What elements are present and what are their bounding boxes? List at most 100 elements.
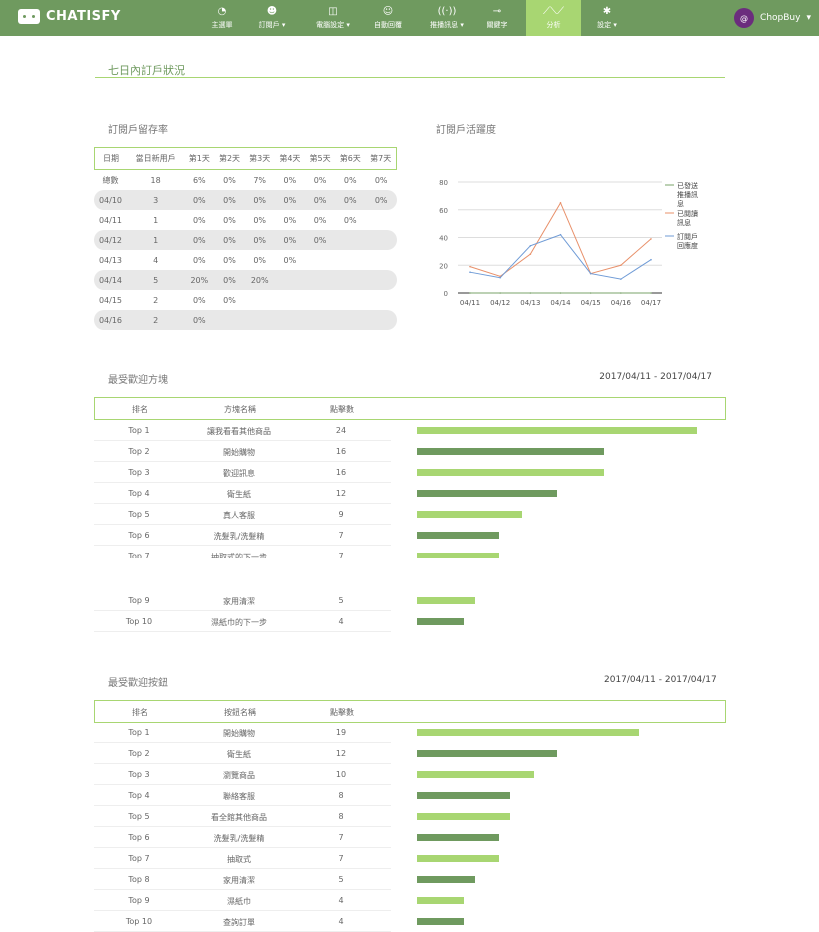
nav-item-5[interactable]: ⊸ 關鍵字 bbox=[472, 0, 522, 36]
nav-item-7[interactable]: ✱ 設定 ▾ bbox=[582, 0, 632, 36]
retention-cell: 0% bbox=[223, 255, 236, 265]
list-item: Top 4 聯絡客服 8 bbox=[94, 785, 726, 806]
retention-cell: 04/13 bbox=[98, 255, 123, 265]
retention-cell: 0% bbox=[283, 215, 297, 225]
click-count: 8 bbox=[338, 812, 344, 821]
retention-cell: 04/14 bbox=[94, 270, 127, 290]
rank: Top 7 bbox=[128, 854, 150, 863]
retention-cell: 0% bbox=[214, 270, 245, 290]
retention-col-header: 當日新用戶 bbox=[127, 147, 185, 170]
rank: Top 3 bbox=[128, 468, 150, 477]
data-point bbox=[469, 265, 471, 268]
nav-item-4[interactable]: ((·)) 推播訊息 ▾ bbox=[422, 0, 472, 36]
click-count: 12 bbox=[335, 749, 347, 758]
retention-cell: 2 bbox=[127, 310, 185, 330]
row-divider bbox=[94, 805, 391, 806]
click-count: 7 bbox=[338, 531, 344, 540]
retention-cell: 0% bbox=[343, 175, 357, 185]
retention-cell bbox=[305, 290, 335, 310]
click-count: 7 bbox=[338, 833, 344, 842]
retention-cell: 5 bbox=[127, 270, 185, 290]
row-divider bbox=[94, 503, 391, 504]
retention-cell bbox=[274, 270, 305, 290]
retention-cell: 0% bbox=[274, 190, 305, 210]
click-bar bbox=[417, 553, 499, 558]
rank: Top 9 bbox=[128, 896, 150, 905]
item-name: 抽取式 bbox=[227, 855, 251, 864]
list-item: Top 3 歡迎訊息 16 bbox=[94, 462, 726, 483]
list-item: Top 2 衛生紙 12 bbox=[94, 743, 726, 764]
brand-logo[interactable]: CHATISFY bbox=[18, 9, 121, 24]
user-menu[interactable]: @ ChopBuy ▾ bbox=[734, 8, 811, 28]
retention-cell bbox=[365, 230, 397, 250]
item-name: 洗髮乳/洗髮精 bbox=[213, 834, 265, 843]
rank: Top 7 bbox=[128, 552, 150, 558]
list-item: Top 6 洗髮乳/洗髮精 7 bbox=[94, 525, 726, 546]
blocks-list-continued: Top 9 家用清潔 5 Top 10 濕紙巾的下一步 4 bbox=[0, 590, 819, 632]
retention-cell: 0% bbox=[244, 190, 275, 210]
retention-cell: 0% bbox=[313, 215, 327, 225]
list-item: Top 9 家用清潔 5 bbox=[94, 590, 726, 611]
retention-cell bbox=[365, 210, 397, 230]
y-tick-label: 20 bbox=[439, 262, 448, 270]
rank: Top 3 bbox=[128, 770, 150, 779]
click-count: 24 bbox=[335, 426, 347, 435]
rank: Top 8 bbox=[128, 875, 150, 884]
list-item: Top 9 濕紙巾 4 bbox=[94, 890, 726, 911]
row-divider bbox=[94, 763, 391, 764]
retention-row: 04/10 3 0% 0% 0% 0% 0% 0% 0% bbox=[94, 190, 397, 210]
blocks-title-clip: 最受歡迎方塊 2017/04/11 - 2017/04/17 bbox=[94, 366, 726, 384]
click-count: 5 bbox=[338, 875, 344, 884]
retention-cell: 0% bbox=[374, 175, 388, 185]
click-count: 7 bbox=[338, 854, 344, 863]
row-divider bbox=[94, 545, 391, 546]
nav-item-3[interactable]: ☺ 自動回覆 bbox=[363, 0, 413, 36]
rank: Top 4 bbox=[128, 791, 150, 800]
list-item: Top 10 查詢訂單 4 bbox=[94, 911, 726, 932]
retention-col-header: 第6天 bbox=[335, 147, 366, 170]
item-name: 真人客服 bbox=[223, 511, 255, 520]
retention-cell: 0% bbox=[283, 255, 297, 265]
activity-title: 訂閱戶活躍度 bbox=[436, 125, 496, 136]
blocks-list: Top 1 讓我看看其他商品 24 Top 2 開始購物 16 Top 3 歡迎訊息 16 Top… bbox=[0, 420, 819, 558]
retention-cell: 18 bbox=[150, 175, 161, 185]
list-item: Top 10 濕紙巾的下一步 4 bbox=[94, 611, 726, 632]
list-item: Top 8 家用清潔 5 bbox=[94, 869, 726, 890]
nav-item-label: 訂閱戶 ▾ bbox=[258, 21, 286, 29]
nav-item-1[interactable]: ☻ 訂閱戶 ▾ bbox=[247, 0, 297, 36]
nav-item-label: 自動回覆 bbox=[374, 21, 402, 29]
item-name: 洗髮乳/洗髮精 bbox=[213, 532, 265, 541]
rank: Top 2 bbox=[128, 447, 150, 456]
retention-cell: 1 bbox=[153, 215, 159, 225]
data-point bbox=[589, 272, 592, 275]
x-tick-label: 04/16 bbox=[611, 299, 632, 307]
retention-col-header: 第2天 bbox=[214, 147, 245, 170]
retention-cell: 0% bbox=[274, 230, 305, 250]
rank: Top 6 bbox=[128, 833, 150, 842]
divider bbox=[95, 77, 725, 78]
nav-item-label: 電腦設定 ▾ bbox=[316, 21, 350, 29]
list-item: Top 1 讓我看看其他商品 24 bbox=[94, 420, 726, 441]
retention-cell bbox=[335, 250, 365, 270]
retention-cell: 7% bbox=[253, 175, 267, 185]
nav-item-2[interactable]: ◫ 電腦設定 ▾ bbox=[308, 0, 358, 36]
click-count: 4 bbox=[338, 617, 344, 626]
x-tick-label: 04/12 bbox=[490, 299, 510, 307]
row-divider bbox=[94, 482, 391, 483]
avatar: @ bbox=[734, 8, 755, 28]
nav-item-0[interactable]: ◔ 主選單 bbox=[197, 0, 247, 36]
retention-cell: 04/10 bbox=[94, 190, 127, 210]
click-count: 10 bbox=[335, 770, 347, 779]
y-tick-label: 0 bbox=[444, 290, 448, 298]
retention-cell: 04/11 bbox=[98, 215, 123, 225]
nav-item-label: 推播訊息 ▾ bbox=[430, 21, 464, 29]
retention-cell: 6% bbox=[192, 175, 206, 185]
click-count: 5 bbox=[338, 596, 344, 605]
rank: Top 5 bbox=[128, 510, 150, 519]
nav-item-6[interactable]: ⟋⟍⟋ 分析 bbox=[526, 0, 581, 36]
click-count: 12 bbox=[335, 489, 347, 498]
click-count: 16 bbox=[335, 468, 347, 477]
retention-cell: 0% bbox=[192, 255, 206, 265]
users-icon: ☻ bbox=[266, 6, 278, 17]
dashboard-icon: ◔ bbox=[217, 6, 227, 17]
